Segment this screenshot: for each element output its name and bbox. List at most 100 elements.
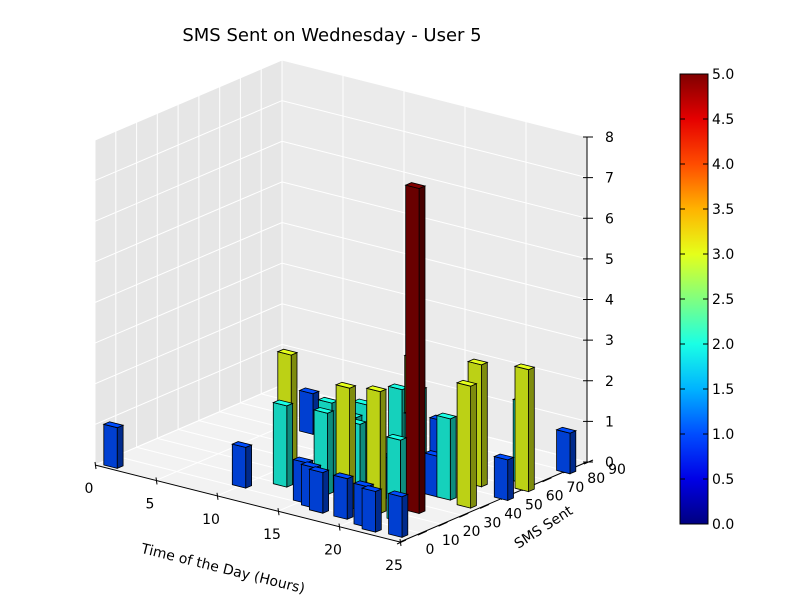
- bar-top: [360, 485, 383, 492]
- grid-line-z: [94, 100, 588, 182]
- bar-front: [514, 365, 529, 493]
- bar-front: [308, 468, 324, 514]
- bars: [102, 182, 578, 539]
- y-tick: [542, 477, 552, 483]
- y-tick-label: 50: [525, 498, 543, 514]
- chart-title: SMS Sent on Wednesday - User 5: [182, 25, 481, 46]
- bar-top: [102, 421, 125, 429]
- grid-line-z: [94, 262, 588, 344]
- colorbar-tick-label: 2.5: [712, 292, 734, 308]
- bar: [102, 421, 125, 470]
- y-tick-label: 80: [587, 471, 605, 487]
- z-tick-label: 4: [605, 293, 614, 309]
- bar-top: [513, 363, 536, 371]
- y-tick-label: 90: [608, 462, 626, 478]
- y-tick: [479, 503, 490, 509]
- colorbar-tick-label: 1.0: [712, 427, 734, 443]
- bar-top: [298, 387, 321, 395]
- z-tick-label: 8: [605, 130, 614, 146]
- z-tick-label: 6: [605, 211, 614, 227]
- bar: [435, 412, 458, 501]
- x-tick-label: 15: [263, 527, 281, 543]
- bar-side: [569, 430, 577, 475]
- bar: [513, 363, 536, 493]
- x-tick-label: 25: [385, 558, 403, 574]
- bar-front: [424, 452, 439, 498]
- bar-front: [299, 389, 314, 435]
- z-tick-label: 7: [605, 171, 614, 187]
- bar-top: [300, 461, 322, 469]
- bar-top: [308, 466, 330, 474]
- bar-front: [456, 382, 472, 509]
- grid-line-z: [94, 181, 588, 263]
- bar-side: [116, 424, 124, 470]
- y-tick-label: 10: [442, 533, 460, 549]
- z-tick-label: 1: [605, 414, 614, 430]
- colorbar-tick-label: 2.0: [712, 337, 734, 353]
- bar-top: [365, 385, 388, 393]
- bar-top: [352, 480, 375, 488]
- bar: [404, 182, 427, 515]
- bar-side: [401, 493, 409, 539]
- bar: [231, 441, 253, 489]
- bar: [272, 399, 294, 488]
- bar-side: [528, 366, 535, 493]
- y-tick-label: 70: [567, 480, 585, 496]
- bar: [360, 485, 383, 533]
- bar: [332, 472, 355, 520]
- colorbar-tick-label: 0.5: [712, 472, 734, 488]
- y-tick: [396, 539, 407, 545]
- y-tick-label: 40: [504, 506, 522, 522]
- bar-side: [245, 444, 253, 489]
- bar-front: [231, 443, 247, 489]
- bar-front: [556, 429, 571, 475]
- bar-top: [312, 407, 335, 414]
- bar-front: [333, 474, 348, 520]
- x-tick-label: 20: [324, 543, 342, 559]
- x-tick: [338, 523, 341, 531]
- bar-side: [346, 475, 354, 520]
- bar-side: [322, 469, 330, 514]
- bar-front: [361, 487, 376, 533]
- bar-side: [375, 488, 382, 533]
- bar-top: [455, 379, 478, 387]
- y-tick: [459, 512, 469, 518]
- y-tick: [417, 530, 427, 536]
- grid-line-z: [94, 303, 588, 385]
- bar-top: [404, 182, 427, 189]
- bar-front: [388, 492, 403, 538]
- bar: [387, 490, 410, 539]
- x-tick-label: 5: [146, 496, 155, 512]
- colorbar: 0.0 0.5 1.0 1.5 2.0 2.5 3.0 3.5 4.0 4.5 5.0: [679, 67, 734, 533]
- bar-side: [286, 402, 294, 488]
- bar-top: [292, 456, 314, 464]
- x-tick: [277, 508, 280, 516]
- y-axis-line: [399, 461, 588, 543]
- bar: [555, 426, 578, 475]
- bar-top: [387, 490, 410, 498]
- x-tick: [216, 492, 219, 500]
- bar-front: [405, 184, 420, 515]
- bar-side: [507, 456, 514, 502]
- bar-top: [272, 399, 294, 407]
- x-axis-label: Time of the Day (Hours): [138, 541, 306, 597]
- y-tick-label: 20: [463, 524, 481, 540]
- bar-front: [272, 401, 288, 488]
- bar: [455, 379, 478, 509]
- bar-top: [385, 433, 408, 441]
- bar-front: [436, 414, 451, 501]
- z-tick-label: 0: [605, 455, 614, 471]
- bar-top: [435, 412, 458, 420]
- colorbar-tick-label: 4.5: [712, 112, 734, 128]
- bar-top: [334, 381, 357, 389]
- colorbar-tick-label: 5.0: [712, 67, 734, 83]
- x-tick-label: 0: [85, 481, 94, 497]
- colorbar-tick-label: 3.0: [712, 247, 734, 263]
- bar-front: [493, 455, 509, 502]
- bar-side: [481, 361, 488, 488]
- x-tick-label: 10: [202, 512, 220, 528]
- x-tick: [155, 477, 158, 485]
- bar: [493, 453, 515, 502]
